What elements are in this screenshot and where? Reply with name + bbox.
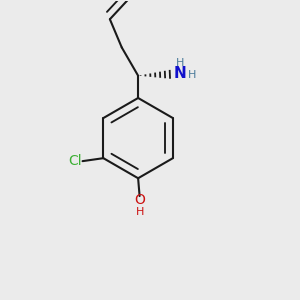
Text: H: H: [136, 207, 145, 217]
Text: H: H: [188, 70, 196, 80]
Text: N: N: [174, 66, 187, 81]
Text: H: H: [176, 58, 184, 68]
Text: O: O: [134, 193, 145, 207]
Text: Cl: Cl: [68, 154, 82, 168]
